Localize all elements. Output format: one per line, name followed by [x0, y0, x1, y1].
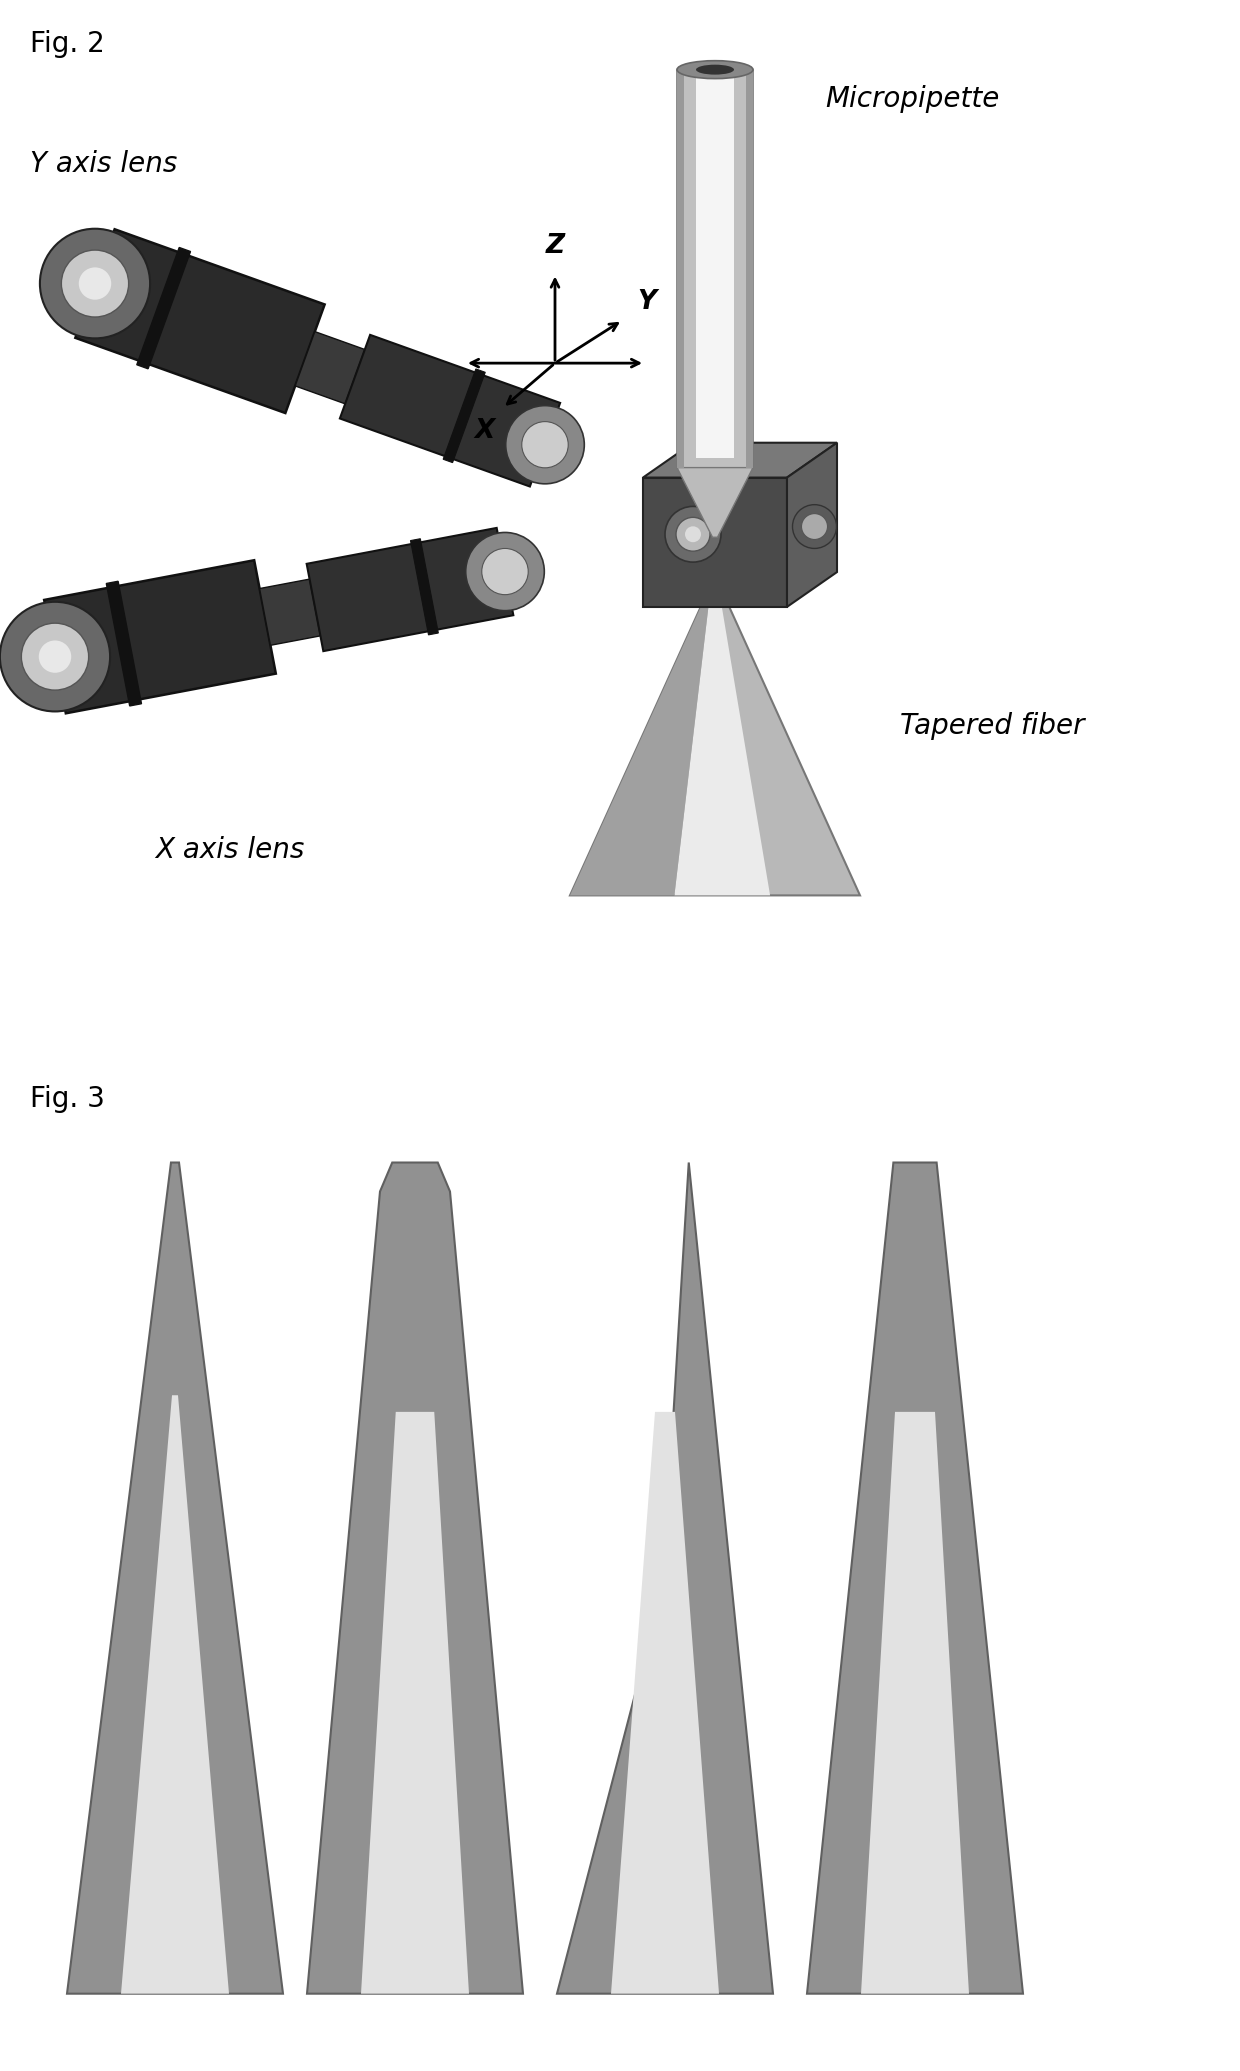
Polygon shape — [746, 70, 753, 468]
Circle shape — [801, 514, 827, 538]
Polygon shape — [807, 1162, 1023, 1994]
Circle shape — [61, 251, 129, 317]
Polygon shape — [340, 336, 560, 487]
Circle shape — [0, 603, 110, 712]
Polygon shape — [76, 230, 325, 412]
Text: Fig. 2: Fig. 2 — [30, 29, 104, 58]
Polygon shape — [675, 603, 770, 895]
Ellipse shape — [696, 64, 734, 75]
Polygon shape — [410, 538, 438, 636]
Polygon shape — [122, 1396, 229, 1994]
Polygon shape — [787, 443, 837, 607]
Polygon shape — [67, 1162, 283, 1994]
Polygon shape — [295, 331, 365, 404]
Circle shape — [21, 623, 88, 690]
Circle shape — [506, 406, 584, 485]
Polygon shape — [306, 528, 513, 650]
Polygon shape — [644, 478, 787, 607]
Text: Y axis lens: Y axis lens — [30, 151, 177, 178]
Polygon shape — [45, 561, 275, 712]
Circle shape — [522, 422, 568, 468]
Polygon shape — [570, 603, 709, 895]
Text: X: X — [475, 418, 495, 443]
Polygon shape — [644, 443, 837, 478]
Polygon shape — [677, 70, 753, 468]
Polygon shape — [107, 582, 141, 706]
Circle shape — [684, 526, 701, 543]
Polygon shape — [696, 70, 734, 458]
Text: Y: Y — [637, 290, 657, 315]
Circle shape — [466, 532, 544, 611]
Circle shape — [482, 549, 528, 594]
Polygon shape — [677, 70, 684, 468]
Circle shape — [38, 640, 71, 673]
Text: X axis lens: X axis lens — [155, 837, 305, 864]
Polygon shape — [443, 369, 485, 462]
Circle shape — [79, 267, 112, 300]
Polygon shape — [361, 1412, 469, 1994]
Ellipse shape — [677, 60, 753, 79]
Circle shape — [676, 518, 711, 551]
Text: Fig. 3: Fig. 3 — [30, 1085, 105, 1114]
Circle shape — [792, 505, 837, 549]
Circle shape — [665, 507, 720, 561]
Text: Z: Z — [546, 232, 564, 259]
Polygon shape — [136, 246, 191, 369]
Polygon shape — [677, 468, 753, 536]
Polygon shape — [308, 1162, 523, 1994]
Polygon shape — [611, 1412, 719, 1994]
Polygon shape — [259, 580, 320, 646]
Polygon shape — [861, 1412, 968, 1994]
Polygon shape — [570, 603, 861, 895]
Polygon shape — [557, 1162, 773, 1994]
Circle shape — [40, 228, 150, 338]
Text: Micropipette: Micropipette — [825, 85, 999, 114]
Text: Tapered fiber: Tapered fiber — [900, 712, 1085, 739]
